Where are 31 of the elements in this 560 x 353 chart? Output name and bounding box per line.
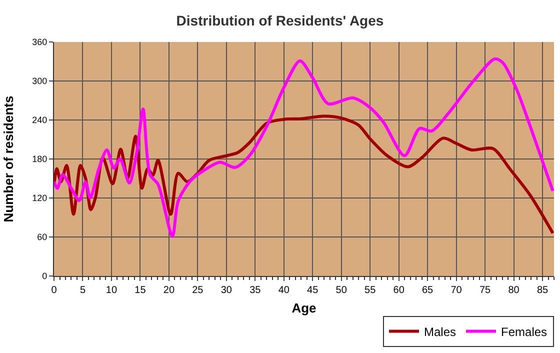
x-tick-label: 15 xyxy=(134,285,146,296)
y-tick-label: 0 xyxy=(42,271,48,282)
x-tick-label: 45 xyxy=(307,285,319,296)
x-tick-label: 5 xyxy=(80,285,86,296)
x-tick-label: 70 xyxy=(450,285,462,296)
x-tick-label: 40 xyxy=(278,285,290,296)
x-tick-label: 55 xyxy=(364,285,376,296)
x-tick-label: 30 xyxy=(220,285,232,296)
x-tick-label: 80 xyxy=(508,285,520,296)
legend-label: Females xyxy=(501,324,548,339)
chart-title: Distribution of Residents' Ages xyxy=(176,12,384,29)
line-series xyxy=(54,57,554,238)
y-axis-title: Number of residents xyxy=(1,96,16,222)
x-tick-label: 50 xyxy=(336,285,348,296)
x-tick-label: 65 xyxy=(422,285,434,296)
x-tick-label: 10 xyxy=(106,285,118,296)
y-tick-label: 180 xyxy=(32,154,48,164)
x-tick-label: 75 xyxy=(479,285,492,296)
y-tick-label: 60 xyxy=(37,232,48,242)
x-tick-label: 20 xyxy=(163,285,175,296)
x-tick-label: 0 xyxy=(51,285,58,296)
y-tick-label: 240 xyxy=(32,115,48,126)
x-tick-label: 25 xyxy=(192,285,204,296)
x-tick-label: 85 xyxy=(536,285,549,296)
x-tick-label: 60 xyxy=(393,285,405,296)
x-axis-title: Age xyxy=(292,300,316,316)
y-tick-label: 300 xyxy=(32,76,48,86)
x-tick-label: 35 xyxy=(250,285,262,296)
y-tick-label: 120 xyxy=(32,193,48,204)
y-tick-label: 360 xyxy=(32,37,48,48)
legend-label: Males xyxy=(424,324,456,339)
